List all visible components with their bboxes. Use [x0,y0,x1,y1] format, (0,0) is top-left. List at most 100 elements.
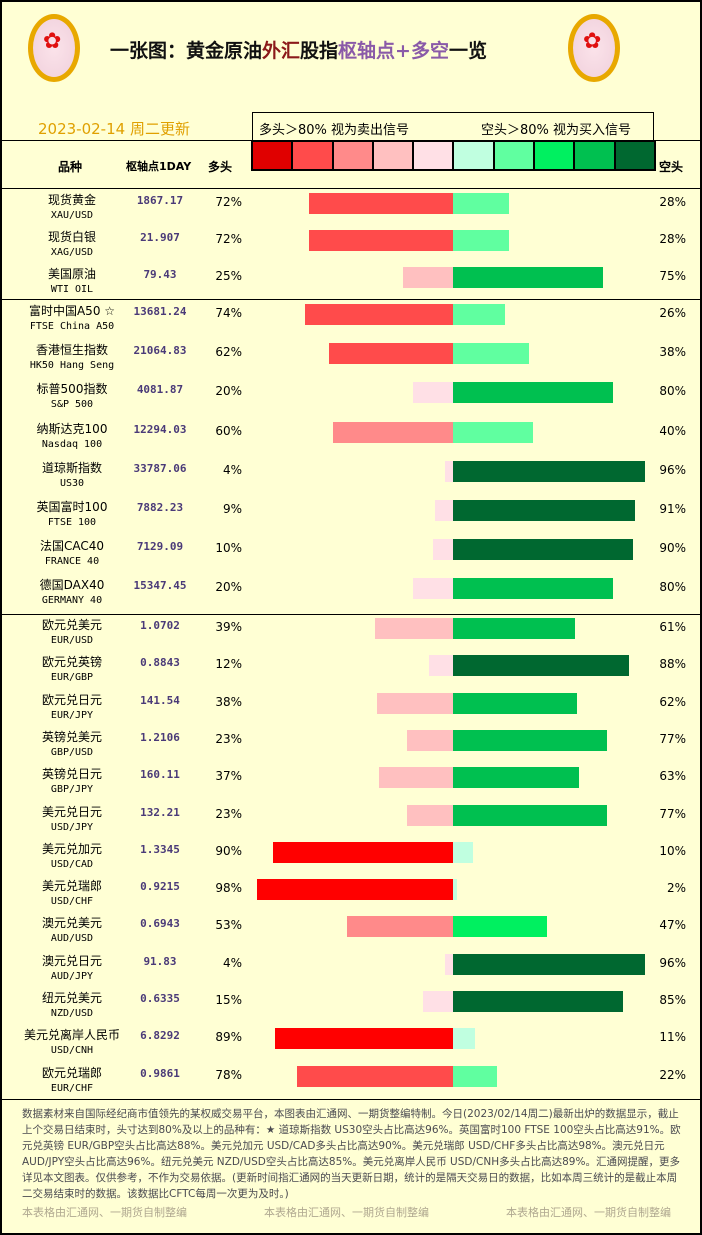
instrument-name: 现货白银 XAG/USD [2,230,142,260]
short-pct: 2% [666,881,686,896]
long-bar [377,692,453,714]
watermark: 本表格由汇通网、一期货自制整编 [264,1206,429,1219]
long-pct: 20% [215,384,242,399]
long-bar [275,1028,453,1050]
instrument-en: USD/CAD [50,858,94,870]
instrument-en: USD/JPY [50,821,94,833]
pivot-value: 21064.83 [133,344,187,358]
long-pct: 62% [215,345,242,360]
instrument-name: 美国原油 WTI OIL [2,267,142,297]
watermark: 本表格由汇通网、一期货自制整编 [506,1206,671,1219]
short-bar [453,1028,475,1050]
pivot-value: 132.21 [140,805,180,819]
instrument-cn: 法国CAC40 [39,539,105,554]
pivot-value: 13681.24 [133,305,187,318]
short-bar [453,578,613,600]
instrument-cn: 欧元兑美元 [41,618,102,632]
short-bar [453,655,629,677]
short-bar [453,230,509,251]
instrument-name: 欧元兑美元 EUR/USD [2,618,142,648]
pivot-value: 1867.17 [136,194,184,207]
legend-long: 多头＞80% 视为卖出信号 [259,123,410,138]
short-pct: 28% [659,195,686,209]
pivot-value: 0.6335 [140,992,180,1005]
short-bar [453,841,473,863]
long-pct: 37% [215,769,242,784]
short-pct: 96% [659,462,686,477]
long-pct: 90% [215,843,242,858]
color-scale [251,140,656,171]
instrument-name: 英国富时100 FTSE 100 [2,500,142,530]
instrument-cn: 澳元兑日元 [41,953,102,968]
col-long-header: 多头 [208,160,233,174]
instrument-name: 美元兑加元 USD/CAD [2,842,142,872]
logo-left [28,14,80,82]
short-pct: 91% [659,502,686,516]
long-bar [407,804,453,826]
long-pct: 23% [215,731,242,746]
instrument-name: 澳元兑美元 AUD/USD [2,916,142,946]
divider [2,614,700,615]
short-bar [453,500,635,521]
instrument-cn: 纽元兑美元 [41,991,102,1005]
instrument-cn: 英镑兑美元 [41,729,102,744]
pivot-value: 7129.09 [136,540,184,554]
long-bar [423,991,453,1012]
short-bar [453,193,509,214]
long-pct: 74% [215,306,242,320]
short-pct: 61% [659,620,686,634]
long-pct: 4% [222,955,242,970]
short-pct: 88% [659,657,686,672]
pivot-value: 141.54 [140,693,180,707]
instrument-en: GERMANY 40 [41,595,103,607]
long-pct: 98% [215,881,242,896]
long-pct: 72% [215,232,242,246]
legend-short: 空头＞80% 视为买入信号 [481,123,632,138]
title-part: 一览 [448,40,487,62]
long-bar [309,230,453,251]
pivot-value: 1.0702 [140,619,180,632]
instrument-name: 英镑兑美元 GBP/USD [2,730,142,760]
long-bar [273,841,453,863]
pivot-value: 0.8843 [140,656,180,670]
instrument-cn: 美国原油 [47,267,96,281]
short-pct: 28% [659,232,686,246]
short-pct: 80% [659,580,686,595]
long-pct: 38% [215,694,242,709]
scale-swatch [293,142,334,169]
title-part: 枢轴点+多空 [338,40,449,62]
short-bar [453,879,457,901]
update-date: 2023-02-14 周二更新 [38,120,190,138]
instrument-name: 道琼斯指数 US30 [2,461,142,491]
instrument-cn: 英镑兑日元 [41,767,102,782]
instrument-name: 欧元兑日元 EUR/JPY [2,693,142,723]
pivot-value: 1.3345 [140,842,180,856]
instrument-cn: 英国富时100 [36,500,108,514]
pivot-value: 160.11 [140,768,180,782]
instrument-cn: 美元兑日元 [41,804,102,819]
instrument-cn: 纳斯达克100 [36,421,108,436]
long-bar [445,953,453,975]
short-bar [453,460,645,482]
instrument-en: USD/CNH [50,1045,94,1057]
divider [2,299,700,300]
short-bar [453,267,603,288]
instrument-en: FTSE China A50 [29,321,115,332]
long-pct: 23% [215,806,242,821]
long-bar [435,500,453,521]
pivot-value: 21.907 [140,231,180,244]
short-pct: 90% [659,541,686,556]
instrument-name: 德国DAX40 GERMANY 40 [2,578,142,608]
instrument-cn: 德国DAX40 [39,578,105,593]
instrument-en: EUR/USD [50,635,94,646]
long-pct: 10% [215,541,242,556]
instrument-en: EUR/GBP [50,672,94,684]
long-bar [429,655,453,677]
divider [2,188,700,189]
long-pct: 53% [215,918,242,933]
short-pct: 77% [659,806,686,821]
pivot-value: 1.2106 [140,730,180,744]
pivot-value: 6.8292 [140,1029,180,1043]
scale-swatch [535,142,576,169]
watermark: 本表格由汇通网、一期货自制整编 [22,1206,187,1219]
